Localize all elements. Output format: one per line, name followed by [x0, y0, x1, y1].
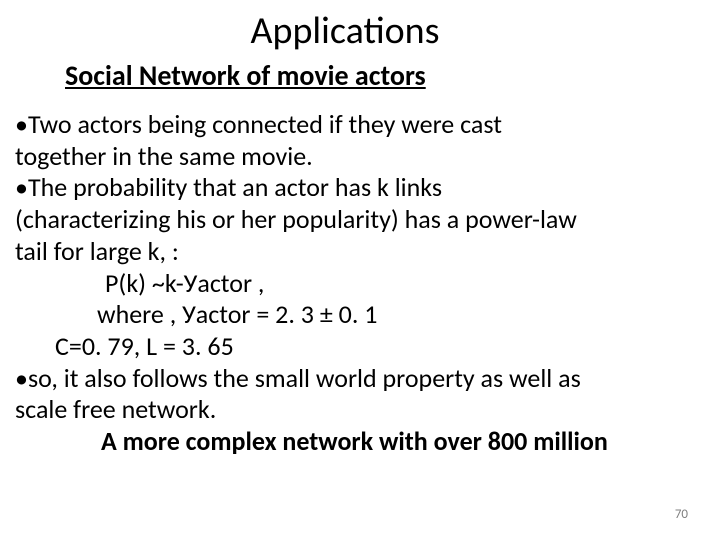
- line-3: •The probability that an actor has k lin…: [15, 172, 705, 204]
- line-10: scale free network.: [15, 394, 705, 426]
- line-11: A more complex network with over 800 mil…: [101, 426, 705, 458]
- line-6: P(k) ~k-Уactor ,: [105, 268, 705, 300]
- line-2: together in the same movie.: [15, 141, 705, 173]
- line-8: C=0. 79, L = 3. 65: [55, 331, 705, 363]
- body-content: •Two actors being connected if they were…: [15, 109, 705, 458]
- line-9: •so, it also follows the small world pro…: [15, 363, 705, 395]
- page-title: Applications: [0, 8, 705, 54]
- line-1: •Two actors being connected if they were…: [15, 109, 705, 141]
- line-5: tail for large k, :: [15, 236, 705, 268]
- line-7: where , Уactor = 2. 3 ± 0. 1: [97, 299, 705, 331]
- subtitle: Social Network of movie actors: [65, 58, 705, 93]
- slide-container: Applications Social Network of movie act…: [0, 0, 720, 540]
- line-4: (characterizing his or her popularity) h…: [15, 204, 705, 236]
- page-number: 70: [675, 507, 688, 522]
